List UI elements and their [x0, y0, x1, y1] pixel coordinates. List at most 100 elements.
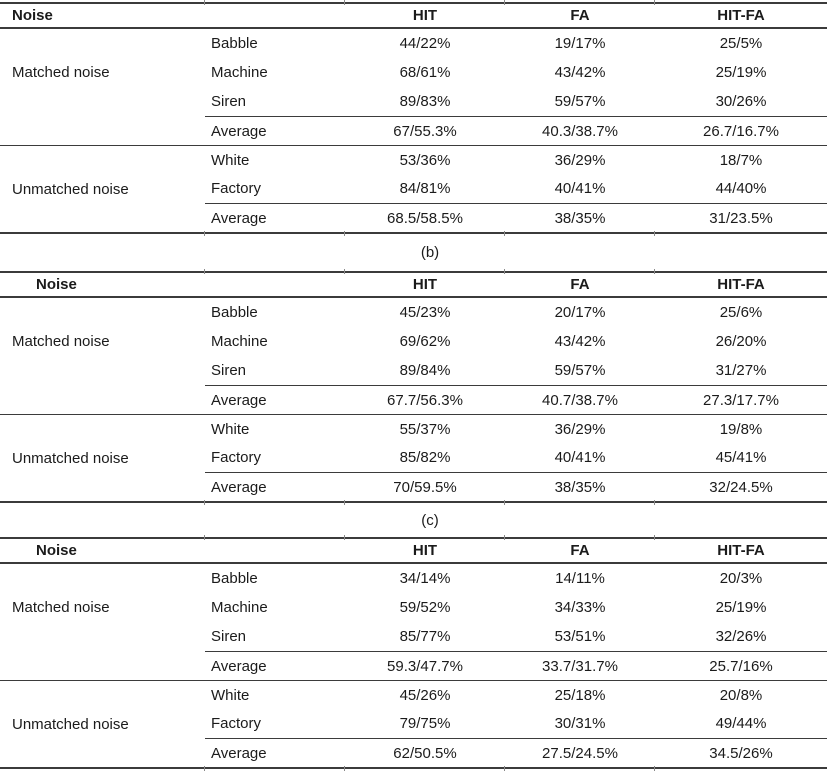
hitfa-cell: 27.3/17.7% — [655, 385, 827, 414]
column-header-noise: Noise — [0, 4, 345, 29]
grid-tick — [344, 0, 345, 5]
hit-cell: 45/23% — [399, 304, 451, 321]
hit-cell: 68/61% — [399, 64, 451, 81]
hit-cell: 68.5/58.5% — [345, 203, 505, 232]
row-label-average: Average — [205, 651, 345, 680]
hit-cell: 34/14% — [399, 570, 451, 587]
grid-tick — [654, 0, 655, 5]
column-header-hit: HIT — [345, 273, 505, 298]
column-header-hitfa: HIT-FA — [655, 4, 827, 29]
group-label-unmatched-noise: Unmatched noise — [0, 414, 205, 501]
column-header-hitfa: HIT-FA — [655, 273, 827, 298]
fa-cell: 14/11% — [555, 570, 605, 587]
group-label-matched-noise: Matched noise — [12, 333, 110, 350]
hit-cell: 67/55.3% — [345, 116, 505, 145]
hit-cell: 89/83% — [399, 93, 451, 110]
group-label-matched-noise: Matched noise — [12, 64, 110, 81]
hitfa-cell: 44/40% — [715, 180, 767, 197]
hitfa-cell: 18/7% — [655, 145, 827, 174]
fa-cell: 19/17% — [554, 35, 606, 52]
hit-cell: 79/75% — [399, 715, 451, 732]
group-label-unmatched-noise: Unmatched noise — [0, 680, 205, 767]
grid-tick — [654, 231, 655, 236]
grid-tick — [654, 269, 655, 274]
fa-cell: 20/17% — [554, 304, 606, 321]
hit-cell: 44/22% — [399, 35, 451, 52]
hitfa-cell: 19/8% — [655, 414, 827, 443]
fa-cell: 34/33% — [554, 599, 606, 616]
column-header-hit: HIT — [345, 4, 505, 29]
row-label: Siren — [211, 362, 247, 379]
row-label-average: Average — [205, 385, 345, 414]
fa-cell: 59/57% — [554, 362, 606, 379]
column-header-fa: FA — [505, 4, 655, 29]
hitfa-cell: 20/8% — [655, 680, 827, 709]
hit-cell: 59/52% — [399, 599, 451, 616]
hitfa-cell: 20/3% — [719, 570, 763, 587]
row-label-average: Average — [205, 472, 345, 501]
group-label-unmatched-noise: Unmatched noise — [0, 145, 205, 232]
fa-cell: 43/42% — [554, 333, 606, 350]
row-label: Siren — [211, 628, 247, 645]
column-header-hit: HIT — [345, 539, 505, 564]
hit-cell: 59.3/47.7% — [345, 651, 505, 680]
hit-cell: 70/59.5% — [345, 472, 505, 501]
fa-cell: 40/41% — [554, 180, 606, 197]
caption-b: (b) — [420, 244, 440, 261]
hitfa-cell: 34.5/26% — [655, 738, 827, 767]
hitfa-cell: 45/41% — [715, 449, 767, 466]
hit-cell: 45/26% — [345, 680, 505, 709]
grid-tick — [204, 0, 205, 5]
grid-tick — [504, 500, 505, 505]
row-label-average: Average — [205, 738, 345, 767]
grid-tick — [344, 269, 345, 274]
fa-cell: 30/31% — [554, 715, 606, 732]
hitfa-cell: 25/5% — [719, 35, 763, 52]
fa-cell: 36/29% — [505, 145, 655, 174]
row-label: Siren — [211, 93, 247, 110]
row-label: Babble — [211, 35, 258, 52]
column-header-hitfa: HIT-FA — [655, 539, 827, 564]
column-header-noise: Noise — [0, 273, 345, 298]
hit-cell: 53/36% — [345, 145, 505, 174]
grid-tick — [204, 500, 205, 505]
fa-cell: 40.7/38.7% — [505, 385, 655, 414]
row-label-average: Average — [205, 116, 345, 145]
row-label: Babble — [211, 570, 258, 587]
row-label: White — [205, 414, 345, 443]
fa-cell: 40/41% — [554, 449, 606, 466]
grid-tick — [204, 535, 205, 540]
group-label-matched-noise: Matched noise — [12, 599, 110, 616]
hit-cell: 62/50.5% — [345, 738, 505, 767]
grid-tick — [344, 535, 345, 540]
hitfa-cell: 25/19% — [715, 64, 767, 81]
results-table-c: Noise HIT FA HIT-FA Matched noise Babble… — [0, 535, 827, 771]
hitfa-cell: 25/19% — [715, 599, 767, 616]
hit-cell: 67.7/56.3% — [345, 385, 505, 414]
grid-tick — [504, 231, 505, 236]
row-label: Machine — [211, 599, 268, 616]
grid-tick — [654, 535, 655, 540]
column-header-fa: FA — [505, 539, 655, 564]
hitfa-cell: 26/20% — [715, 333, 767, 350]
row-label: Babble — [211, 304, 258, 321]
row-label: Machine — [211, 333, 268, 350]
fa-cell: 27.5/24.5% — [505, 738, 655, 767]
hitfa-cell: 49/44% — [715, 715, 767, 732]
results-table-a: Noise HIT FA HIT-FA Matched noise Babble… — [0, 0, 827, 236]
hitfa-cell: 25.7/16% — [655, 651, 827, 680]
fa-cell: 53/51% — [554, 628, 606, 645]
column-header-fa: FA — [505, 273, 655, 298]
grid-tick — [504, 0, 505, 5]
fa-cell: 59/57% — [554, 93, 606, 110]
hit-cell: 89/84% — [399, 362, 451, 379]
hitfa-cell: 31/27% — [715, 362, 767, 379]
row-label: Factory — [211, 180, 262, 197]
hit-cell: 85/82% — [399, 449, 451, 466]
row-label: White — [205, 680, 345, 709]
grid-tick — [204, 231, 205, 236]
fa-cell: 33.7/31.7% — [505, 651, 655, 680]
results-table-b: Noise HIT FA HIT-FA Matched noise Babble… — [0, 269, 827, 505]
hitfa-cell: 31/23.5% — [655, 203, 827, 232]
